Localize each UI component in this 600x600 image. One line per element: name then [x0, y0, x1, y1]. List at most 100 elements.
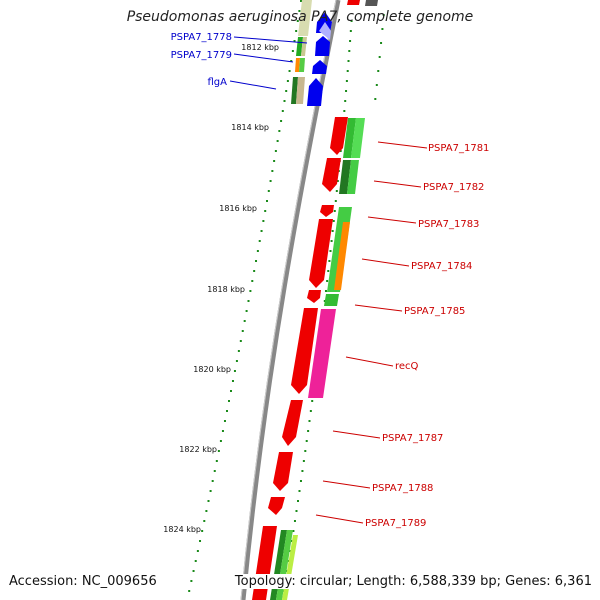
cog-bar	[296, 77, 305, 104]
backbone-highlight	[240, 0, 337, 600]
minor-tick	[255, 260, 258, 262]
outer-ring-dot	[378, 56, 381, 58]
gene-arrow	[291, 308, 318, 394]
minor-tick	[233, 370, 236, 372]
minor-tick	[219, 440, 222, 442]
minor-tick	[269, 180, 272, 182]
minor-tick	[235, 360, 238, 362]
gene-label-right: recQ	[395, 361, 419, 372]
inner-ring-dot	[334, 200, 337, 202]
leader-line	[233, 53, 294, 63]
minor-tick	[278, 130, 281, 132]
inner-ring-dot	[339, 150, 342, 152]
gene-arrow	[320, 205, 334, 217]
minor-tick	[231, 380, 234, 382]
minor-tick	[211, 480, 214, 482]
cog-bar	[295, 58, 300, 72]
gene-label-right: PSPA7_1785	[404, 306, 465, 317]
gene-arrows	[252, 0, 378, 600]
minor-tick	[281, 110, 284, 112]
inner-ring-dot	[350, 20, 353, 22]
minor-tick	[291, 50, 294, 52]
minor-tick	[190, 580, 193, 582]
minor-tick	[215, 460, 218, 462]
minor-tick	[225, 410, 228, 412]
minor-tick	[229, 390, 232, 392]
leader-lines	[229, 36, 428, 524]
minor-tick	[223, 420, 226, 422]
tick-label-1818: 1818 kbp	[207, 285, 245, 294]
minor-tick	[267, 190, 270, 192]
gene-label-right: PSPA7_1789	[365, 518, 426, 529]
minor-tick	[276, 140, 279, 142]
inner-ring-dot	[345, 80, 348, 82]
inner-ring-dot	[329, 250, 332, 252]
minor-tick	[295, 30, 298, 32]
minor-tick	[196, 550, 199, 552]
minor-tick	[293, 40, 296, 42]
minor-tick	[253, 270, 256, 272]
leader-line	[373, 180, 422, 188]
minor-tick	[260, 230, 263, 232]
leader-line	[345, 356, 394, 367]
gene-arrow	[273, 452, 293, 491]
inner-ring-dot	[323, 300, 326, 302]
inner-ring-dot	[298, 490, 301, 492]
inner-ring-dot	[304, 450, 307, 452]
gene-label-right: PSPA7_1783	[418, 219, 479, 230]
gene-arrow	[319, 22, 331, 40]
leader-line	[354, 304, 403, 312]
right-gene-labels: PSPA7_1781 PSPA7_1782 PSPA7_1783 PSPA7_1…	[365, 143, 489, 529]
minor-tick	[213, 470, 216, 472]
tick-label-1820: 1820 kbp	[193, 365, 231, 374]
gene-label-right: PSPA7_1781	[428, 143, 489, 154]
inner-ring-dot	[347, 60, 350, 62]
inner-ring-dot	[290, 540, 293, 542]
leader-line	[332, 430, 381, 439]
gene-arrow	[268, 497, 285, 515]
minor-tick	[228, 400, 230, 402]
minor-tick	[209, 490, 212, 492]
inner-ring-dot	[348, 50, 351, 52]
gene-arrow	[282, 400, 303, 446]
minor-tick	[288, 70, 291, 72]
inner-ring-dot	[326, 280, 329, 282]
outer-ring-dot	[380, 42, 383, 44]
cog-bar	[347, 160, 359, 194]
minor-tick	[273, 160, 276, 162]
gene-arrow	[322, 158, 341, 192]
minor-tick	[262, 220, 265, 222]
inner-ring-dot	[344, 100, 347, 102]
minor-tick	[245, 310, 248, 312]
inner-ring-dot	[335, 190, 338, 192]
tick-labels: 1812 kbp 1814 kbp 1816 kbp 1818 kbp 1820…	[163, 43, 279, 534]
cog-bar	[299, 58, 305, 72]
gene-arrow	[309, 219, 333, 288]
minor-tick	[251, 280, 254, 282]
tick-label-1822: 1822 kbp	[179, 445, 217, 454]
minor-tick	[283, 100, 286, 102]
inner-ring-dot	[324, 290, 327, 292]
inner-ring-dot	[305, 440, 308, 442]
gene-arrow	[312, 60, 327, 74]
minor-tick	[286, 80, 289, 82]
tick-ring	[188, 0, 302, 592]
inner-ring-dot	[292, 530, 295, 532]
left-gene-labels: PSPA7_1778 PSPA7_1779 flgA	[171, 32, 232, 88]
inner-ring-dot	[330, 240, 333, 242]
gene-arrow	[307, 290, 321, 303]
inner-ring-dot	[311, 400, 314, 402]
tick-label-1824: 1824 kbp	[163, 525, 201, 534]
minor-tick	[285, 90, 288, 92]
inner-ring-dot	[309, 410, 312, 412]
gene-label-left: PSPA7_1778	[171, 32, 232, 43]
inner-ring-dot	[333, 210, 336, 212]
minor-tick	[237, 350, 240, 352]
minor-tick	[266, 200, 268, 202]
cog-bar	[308, 309, 336, 398]
gene-arrow	[315, 36, 330, 56]
minor-tick	[243, 320, 246, 322]
inner-ring-dot	[349, 30, 352, 32]
inner-ring-dot	[328, 260, 331, 262]
outer-dotted-ring	[374, 14, 385, 100]
